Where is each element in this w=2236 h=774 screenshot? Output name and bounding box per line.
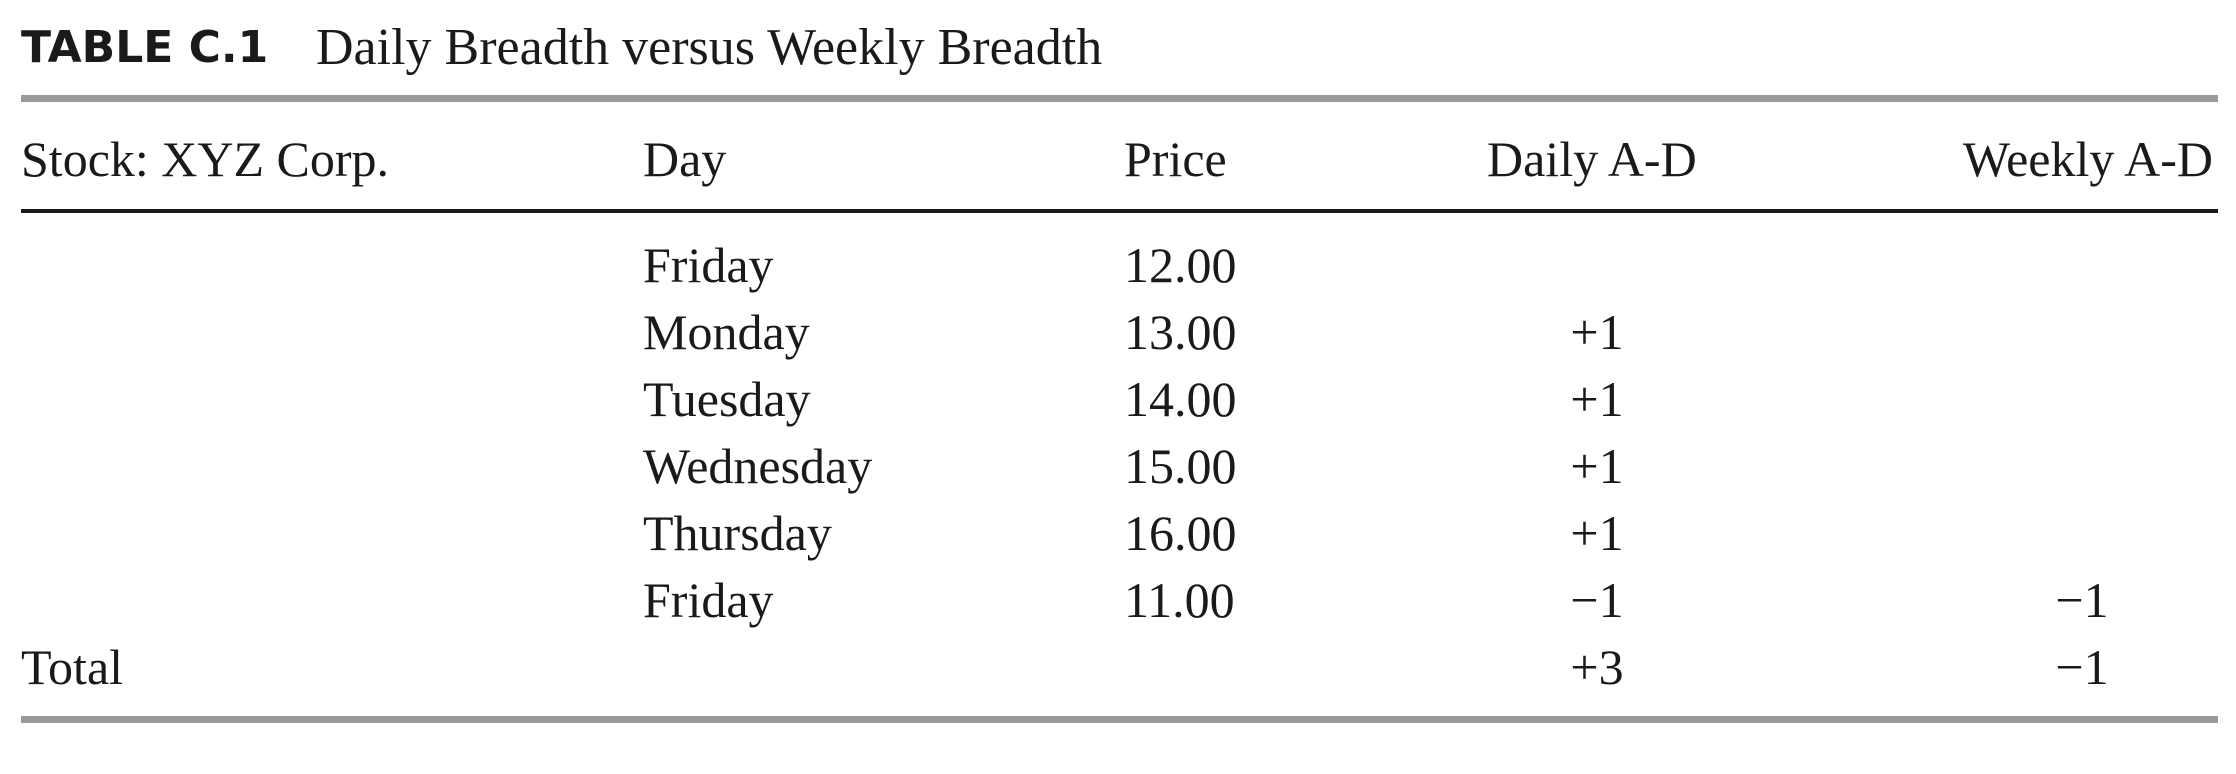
table-cell: Total <box>21 639 124 695</box>
table-cell: 13.00 <box>1124 304 1237 360</box>
table-cell: 15.00 <box>1124 438 1237 494</box>
column-header: Day <box>643 131 727 187</box>
table-cell: 11.00 <box>1124 572 1235 628</box>
table-cell: 16.00 <box>1124 505 1237 561</box>
column-header: Weekly A-D <box>1962 131 2213 187</box>
table-label: TABLE C.1 <box>21 22 269 73</box>
table-cell: Wednesday <box>643 438 873 494</box>
top-rule <box>21 95 2218 102</box>
table-cell: 12.00 <box>1124 237 1237 293</box>
table-cell: Friday <box>643 572 774 628</box>
table-cell: +1 <box>1570 304 1624 360</box>
table-cell: 14.00 <box>1124 371 1237 427</box>
table-cell: Friday <box>643 237 774 293</box>
table-cell: +1 <box>1570 371 1624 427</box>
table-cell: Thursday <box>643 505 832 561</box>
table-cell: −1 <box>2055 572 2109 628</box>
table-cell: −1 <box>1570 572 1624 628</box>
table-cell: Tuesday <box>643 371 811 427</box>
table-cell: Monday <box>643 304 810 360</box>
header-rule <box>21 209 2218 213</box>
table-cell: +1 <box>1570 505 1624 561</box>
column-header: Price <box>1124 131 1227 187</box>
column-header: Stock: XYZ Corp. <box>21 131 390 187</box>
table-cell: +1 <box>1570 438 1624 494</box>
bottom-rule <box>21 716 2218 723</box>
table-title: Daily Breadth versus Weekly Breadth <box>316 19 1103 76</box>
table-cell: −1 <box>2055 639 2109 695</box>
table-cell: +3 <box>1570 639 1624 695</box>
column-header: Daily A-D <box>1487 131 1697 187</box>
